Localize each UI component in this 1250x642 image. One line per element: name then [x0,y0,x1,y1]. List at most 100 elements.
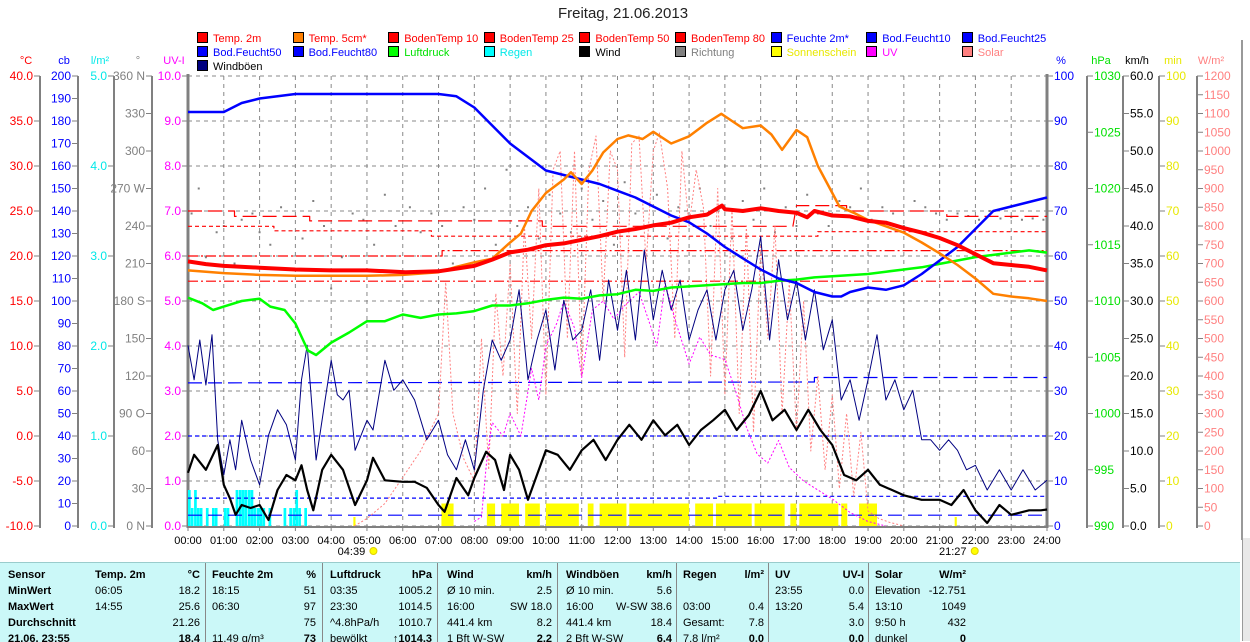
wind-direction-point [677,206,680,209]
row-label: MaxWert [8,601,54,613]
axis-tick-label: 750 [1204,238,1224,252]
cell-label: 441.4 km [447,617,493,629]
table-column: Luftdruck hPa 03:35 1005.2 23:30 1014.5 ^4.8hP… [330,567,432,642]
table-cell-row: 16:00 W-SW 38.6 [566,599,672,615]
rain-bar [295,490,299,526]
axis-tick-label: 1000 [1204,144,1231,158]
cell-label: 03:35 [330,585,358,597]
wind-direction-point [394,225,397,227]
sunrise-sun-icon [369,547,378,555]
axis-uv: 10.0 9.0 8.0 7.0 6.0 5.0 4.0 3.0 2.0 1.0 0.0 UV-I [158,55,188,533]
axis-tick-label: 180 [51,114,71,128]
axis-tick-label: 995 [1094,463,1114,477]
axis-tick-label: 180 S [114,294,145,308]
cell-value: 97 [303,601,316,613]
table-cell-row: 441.4 km 8.2 [447,615,552,631]
axis-tick-label: 100 [1166,69,1186,83]
axis-tick-label: 15.0 [10,294,34,308]
series-windb-en [187,236,1048,491]
cell-label: 06:30 [212,601,240,613]
table-cell-row: Ø 10 min. 5.6 [566,583,672,599]
axis-tick-label: 20 [58,474,72,488]
axis-unit-label: % [1056,55,1066,67]
legend-item: Sonnenschein [770,46,856,59]
axis-tick-label: 2.0 [90,339,107,353]
row-label: 21.06. 23:55 [8,633,70,642]
axis-tick-label: 1000 [1094,407,1121,421]
x-tick-label: 24:00 [1033,535,1061,547]
wind-direction-point [795,225,798,227]
legend-item: Temp. 5cm* [292,32,367,45]
row-label: MinWert [8,585,52,597]
table-cell-row: 16:00 SW 18.0 [447,599,552,615]
cell-label: ^4.8hPa/h [330,617,380,629]
table-column: Solar W/m² Elevation -12.751 13:10 1049 9:50 h… [875,567,966,642]
wind-direction-point [859,187,862,190]
axis-tick-label: 200 [51,69,71,83]
wind-direction-point [634,212,637,215]
axis-tick-label: 330 [125,107,145,121]
x-tick-label: 21:00 [926,535,954,547]
cell-value: 21.26 [172,617,200,629]
wind-direction-point [373,243,376,246]
axis-tick-label: 40 [58,429,72,443]
weather-chart: 40.0 35.0 30.0 25.0 20.0 15.0 10.0 5.0 0.0 -5.0 -1… [6,55,1231,558]
axis-tick-label: 250 [1204,425,1224,439]
axis-tick-label: 130 [51,227,71,241]
rain-bar [196,508,200,526]
cell-value: UV-I [842,569,864,581]
axis-tick-label: 1050 [1204,125,1231,139]
rain-bar [283,508,287,526]
cell-value: 8.2 [536,617,552,629]
axis-tick-label: 80 [1166,159,1180,173]
legend-swatch-icon [866,32,878,43]
wind-direction-point [494,243,497,246]
legend-swatch-icon [866,46,878,57]
axis-tick-label: 10.0 [10,339,34,353]
x-tick-label: 09:00 [496,535,524,547]
x-tick-label: 07:00 [425,535,453,547]
rain-bar [241,490,245,526]
legend-item: Bod.Feucht10 [866,32,951,45]
x-tick-label: 04:00 [317,535,345,547]
table-column: Windböen km/h Ø 10 min. 5.6 16:00 W-SW 38.6 44… [566,567,672,642]
wind-direction-point [838,200,841,202]
cell-value: SW 18.0 [509,601,552,613]
column-separator [205,563,206,642]
axis-tick-label: 50 [1204,500,1218,514]
table-cell-row: 2 Bft W-SW 6.4 [566,631,672,642]
cell-value: hPa [411,569,432,581]
axis-tick-label: 120 [125,369,145,383]
wind-direction-point [484,187,487,190]
cell-label: Ø 10 min. [566,585,614,597]
column-header: Feuchte 2m% [212,567,316,583]
x-tick-label: 06:00 [389,535,417,547]
wind-direction-point [666,237,669,240]
axis-tick-label: 5.0 [164,294,181,308]
cell-value: W/m² [939,569,966,581]
axis-tick-label: -10.0 [6,519,34,533]
column-separator [437,563,438,642]
legend-label: Bod.Feucht50 [213,47,282,59]
legend-swatch-icon [197,46,208,57]
table-cell-row: 18:15 51 [212,583,316,599]
axis-tick-label: 1005 [1094,350,1121,364]
wind-direction-point [548,193,551,196]
legend-swatch-icon [579,46,591,57]
wind-direction-point [784,206,787,209]
axis-tick-label: 0 [1204,519,1211,533]
table-cell-row: 03:00 0.4 [683,599,764,615]
axis-dir: 360 N 330 300 270 W 240 210 180 S 150 120 90 O 60 3… [110,55,153,533]
axis-tick-label: 1200 [1204,69,1231,83]
table-scrollbar[interactable] [1242,538,1250,641]
series-temp-2m [187,203,1048,275]
axis-tick-label: 950 [1204,163,1224,177]
axis-unit-label: ° [136,55,140,67]
rain-bar [214,508,218,526]
cell-label: 23:30 [330,601,358,613]
axis-unit-label: km/h [1125,55,1149,67]
legend-label: Bod.Feucht80 [308,47,378,59]
chart-title: Freitag, 21.06.2013 [557,5,689,22]
legend-label: Richtung [691,47,735,59]
